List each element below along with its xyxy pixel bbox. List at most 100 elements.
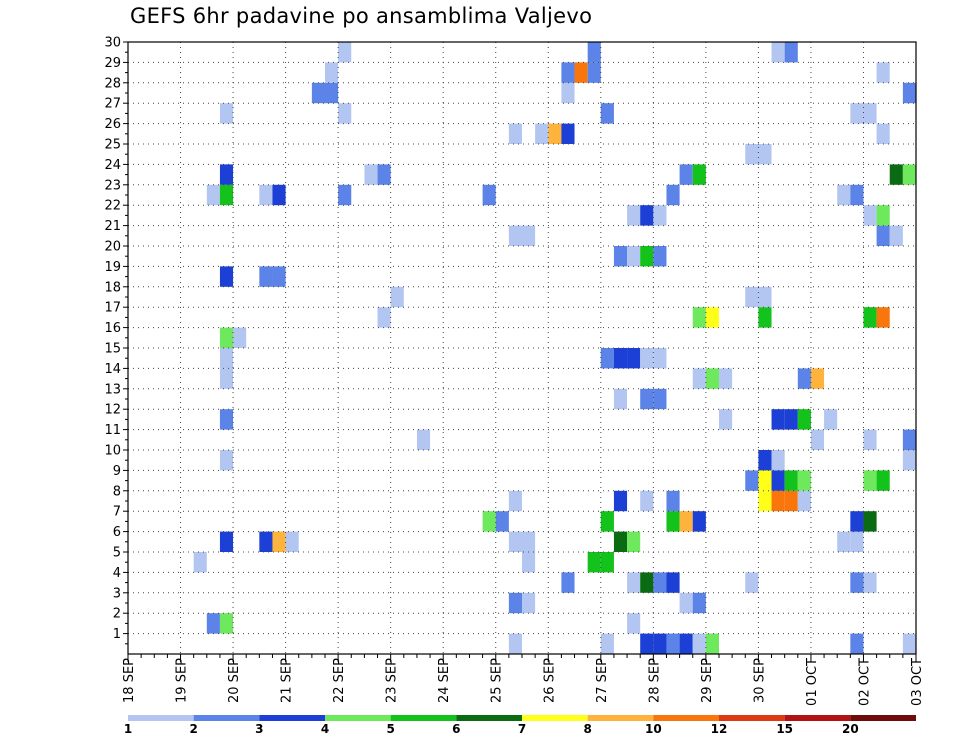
heatmap-cell	[692, 592, 706, 614]
x-tick-label: 18 SEP	[122, 658, 137, 703]
heatmap-cell	[640, 348, 654, 369]
heatmap-cell	[640, 572, 654, 593]
y-tick-label: 6	[113, 525, 121, 540]
heatmap-cell	[824, 409, 838, 430]
heatmap-cell	[863, 103, 877, 124]
heatmap-cell	[876, 225, 890, 246]
x-tick-label: 26 SEP	[542, 658, 557, 703]
heatmap-cell	[640, 246, 654, 267]
y-tick-label: 21	[104, 219, 121, 234]
heatmap-cell	[876, 205, 890, 226]
heatmap-cell	[745, 572, 759, 593]
heatmap-cell	[692, 511, 706, 532]
heatmap-cell	[758, 144, 772, 165]
heatmap-cell	[705, 307, 719, 328]
heatmap-cell	[797, 490, 811, 512]
heatmap-cell	[416, 429, 431, 450]
heatmap-cell	[561, 123, 575, 144]
heatmap-cell	[902, 164, 916, 185]
heatmap-cell	[482, 511, 496, 532]
colorbar-label: 20	[842, 722, 859, 736]
heatmap-cell	[876, 62, 890, 83]
heatmap-cell	[272, 531, 286, 552]
heatmap-cell	[508, 592, 522, 614]
x-tick-label: 01 OCT	[805, 658, 820, 706]
heatmap-cell	[206, 613, 220, 634]
heatmap-cell	[653, 205, 667, 226]
heatmap-cell	[705, 633, 719, 654]
heatmap-cell	[259, 184, 273, 206]
heatmap-cell	[522, 592, 536, 614]
y-tick-label: 14	[104, 362, 121, 377]
heatmap-cell	[627, 348, 641, 369]
y-tick-label: 10	[104, 444, 121, 459]
heatmap-cell	[219, 613, 234, 634]
heatmap-cell	[522, 552, 536, 573]
heatmap-cell	[272, 184, 286, 206]
heatmap-cell	[679, 633, 693, 654]
heatmap-cell	[522, 225, 536, 246]
heatmap-cell	[719, 409, 733, 430]
heatmap-cell	[600, 511, 614, 532]
y-tick-label: 16	[104, 321, 121, 336]
chart-title: GEFS 6hr padavine po ansamblima Valjevo	[130, 4, 593, 28]
heatmap-cell	[613, 246, 628, 267]
heatmap-cell	[627, 572, 641, 593]
heatmap-cell	[219, 103, 234, 124]
heatmap-cell	[653, 348, 667, 369]
y-tick-label: 27	[104, 97, 121, 112]
heatmap-cell	[508, 490, 522, 512]
heatmap-cell	[902, 82, 916, 104]
heatmap-cell	[259, 531, 273, 552]
heatmap-cell	[613, 531, 628, 552]
x-tick-label: 19 SEP	[175, 658, 190, 703]
heatmap-cell	[850, 531, 864, 552]
colorbar-label: 4	[321, 722, 329, 736]
colorbar-segment	[587, 715, 654, 721]
colorbar-segment	[325, 715, 391, 721]
heatmap-cell	[338, 184, 352, 206]
x-tick-label: 29 SEP	[700, 658, 715, 703]
heatmap-cell	[377, 307, 391, 328]
y-tick-label: 29	[104, 56, 121, 71]
y-tick-label: 4	[113, 566, 121, 581]
heatmap-cell	[653, 246, 667, 267]
heatmap-cell	[600, 103, 614, 124]
heatmap-cell	[535, 123, 549, 144]
heatmap-cell	[653, 388, 667, 410]
heatmap-cell	[193, 552, 207, 573]
y-tick-label: 17	[104, 301, 121, 316]
colorbar-segment	[719, 715, 785, 721]
heatmap-cell	[640, 205, 654, 226]
heatmap-cell	[692, 633, 706, 654]
heatmap-cell	[679, 164, 693, 185]
heatmap-cell	[600, 348, 614, 369]
heatmap-cell	[889, 225, 903, 246]
x-tick-label: 03 OCT	[910, 658, 925, 706]
heatmap-cell	[784, 42, 798, 63]
y-tick-label: 9	[113, 464, 121, 479]
colorbar-label: 15	[776, 722, 793, 736]
heatmap-cell	[613, 348, 628, 369]
y-tick-label: 25	[104, 138, 121, 153]
colorbar-segment	[193, 715, 260, 721]
heatmap-cell	[797, 368, 811, 389]
y-tick-label: 30	[104, 36, 121, 51]
colorbar-segment	[259, 715, 325, 721]
colorbar-label: 1	[124, 722, 132, 736]
x-tick-label: 30 SEP	[752, 658, 767, 703]
heatmap-cell	[495, 511, 509, 532]
heatmap-cell	[587, 42, 601, 63]
x-tick-label: 21 SEP	[280, 658, 295, 703]
y-tick-label: 19	[104, 260, 121, 275]
heatmap-cell	[640, 388, 654, 410]
heatmap-cell	[863, 205, 877, 226]
heatmap-cell	[797, 409, 811, 430]
heatmap-cell	[771, 450, 785, 471]
heatmap-cell	[613, 490, 628, 512]
heatmap-cell	[758, 286, 772, 308]
heatmap-cell	[784, 470, 798, 491]
heatmap-cell	[863, 470, 877, 491]
heatmap-cell	[482, 184, 496, 206]
